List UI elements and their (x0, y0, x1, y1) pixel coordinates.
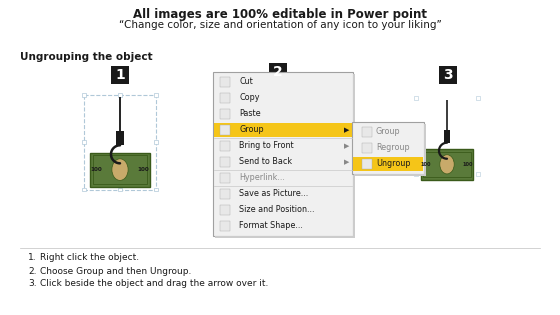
Text: 3: 3 (443, 68, 453, 82)
Text: Regroup: Regroup (376, 144, 409, 152)
Text: Cut: Cut (239, 77, 253, 87)
Bar (414, 96, 418, 100)
Bar (269, 63, 287, 81)
Text: Click beside the object and drag the arrow over it.: Click beside the object and drag the arr… (40, 279, 268, 289)
Bar (362, 127, 372, 137)
Text: 1: 1 (115, 68, 125, 82)
Text: Group: Group (239, 125, 264, 135)
Bar (90, 152, 150, 187)
Bar (84, 95, 156, 190)
Text: Right click the object.: Right click the object. (40, 254, 139, 262)
Bar (220, 77, 230, 87)
Text: Ungroup: Ungroup (376, 159, 410, 169)
Bar (354, 174, 426, 176)
Text: Copy: Copy (239, 94, 259, 102)
Text: ▶: ▶ (344, 159, 349, 165)
Bar (154, 93, 158, 97)
Text: 100: 100 (421, 162, 431, 167)
Bar (82, 188, 86, 191)
Bar (220, 173, 230, 183)
Bar (82, 140, 86, 144)
Text: 100: 100 (463, 162, 473, 167)
Text: Ungrouping the object: Ungrouping the object (20, 52, 153, 62)
Bar (362, 143, 372, 153)
Text: 2.: 2. (28, 266, 36, 276)
Bar (423, 152, 471, 177)
Text: Format Shape...: Format Shape... (239, 221, 303, 231)
Text: 2: 2 (273, 65, 283, 79)
Text: All images are 100% editable in Power point: All images are 100% editable in Power po… (133, 8, 427, 21)
Text: Group: Group (376, 128, 400, 136)
Bar (214, 123, 352, 137)
Text: Save as Picture...: Save as Picture... (239, 190, 308, 198)
Bar (213, 72, 353, 236)
Bar (220, 205, 230, 215)
Text: ▶: ▶ (344, 143, 349, 149)
Bar (118, 188, 122, 191)
Bar (353, 74, 355, 238)
Bar (421, 149, 473, 180)
Bar (476, 172, 480, 176)
Bar (220, 141, 230, 151)
Bar (476, 96, 480, 100)
Text: 100: 100 (91, 167, 102, 172)
Text: Send to Back: Send to Back (239, 158, 292, 167)
Bar (93, 155, 147, 184)
Bar (116, 131, 124, 145)
Text: 3.: 3. (28, 279, 36, 289)
Bar (220, 221, 230, 231)
Text: Choose Group and then Ungroup.: Choose Group and then Ungroup. (40, 266, 192, 276)
Bar (154, 140, 158, 144)
Ellipse shape (112, 159, 128, 180)
Bar (220, 189, 230, 199)
Bar (215, 236, 355, 238)
Bar (154, 188, 158, 191)
Text: ▶: ▶ (344, 127, 349, 133)
Text: Paste: Paste (239, 110, 260, 118)
Bar (220, 157, 230, 167)
Bar (414, 172, 418, 176)
Text: Size and Position...: Size and Position... (239, 205, 315, 215)
Text: 100: 100 (138, 167, 150, 172)
Bar (220, 109, 230, 119)
Bar (439, 66, 457, 84)
Bar (352, 122, 424, 174)
Bar (220, 125, 230, 135)
Text: “Change color, size and orientation of any icon to your liking”: “Change color, size and orientation of a… (119, 20, 441, 30)
Text: Hyperlink...: Hyperlink... (239, 174, 285, 182)
Bar (362, 159, 372, 169)
Bar (353, 157, 423, 171)
Bar (82, 93, 86, 97)
Bar (111, 66, 129, 84)
Bar (220, 93, 230, 103)
Text: 1.: 1. (28, 254, 36, 262)
Text: Bring to Front: Bring to Front (239, 141, 293, 151)
Bar (444, 130, 450, 143)
Bar (424, 124, 426, 176)
Ellipse shape (440, 155, 454, 174)
Bar (118, 93, 122, 97)
